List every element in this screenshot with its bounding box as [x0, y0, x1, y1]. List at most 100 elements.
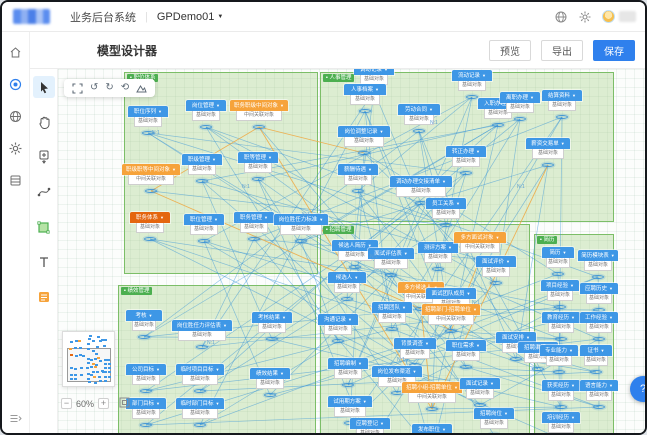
chevron-down-icon[interactable]: ▼ [379, 129, 384, 134]
diagram-node[interactable]: 面试评估表 ▼ 基础对象 [368, 248, 414, 269]
zoom-out-button[interactable]: − [61, 398, 72, 409]
node-body[interactable]: 中间关联对象 [408, 393, 456, 403]
node-body[interactable]: 基础对象 [132, 375, 160, 385]
chevron-down-icon[interactable]: ▼ [156, 367, 160, 372]
chevron-down-icon[interactable]: ▼ [562, 250, 567, 255]
diagram-node[interactable]: 职务体系 ▼ 基础对象 [130, 212, 170, 233]
diagram-node[interactable]: 面试记录 ▼ 基础对象 [460, 378, 500, 399]
diagram-node[interactable]: 结算资料 ▼ 基础对象 [542, 90, 582, 111]
chevron-down-icon[interactable]: ▼ [425, 341, 429, 346]
node-body[interactable]: 基础对象 [182, 409, 218, 419]
reset-zoom-icon[interactable]: ⟲ [120, 82, 130, 93]
node-body[interactable]: 基础对象 [378, 313, 406, 323]
diagram-node[interactable]: 招聘编制 ▼ 基础对象 [328, 358, 368, 379]
node-port[interactable] [556, 115, 568, 119]
user-menu[interactable] [602, 10, 636, 23]
node-body[interactable]: 基础对象 [374, 259, 408, 269]
diagram-node[interactable]: 职位需求 ▼ 基础对象 [446, 340, 486, 361]
node-title[interactable]: 转正办理 ▼ [446, 146, 486, 157]
node-port[interactable] [341, 297, 353, 301]
export-button[interactable]: 导出 [541, 39, 583, 61]
node-title[interactable]: 临时项目目标 ▼ [176, 364, 224, 375]
fit-view-icon[interactable] [119, 397, 130, 410]
chevron-down-icon[interactable]: ▼ [223, 323, 227, 328]
sidebar-item-globe[interactable] [8, 109, 23, 124]
fit-screen-icon[interactable] [72, 82, 83, 94]
diagram-node[interactable]: 获奖经历 ▼ 基础对象 [542, 380, 580, 401]
node-port[interactable] [359, 109, 371, 113]
node-title[interactable]: 岗位胜任力评估表 ▼ [172, 320, 232, 331]
node-body[interactable]: 中间关联对象 [236, 111, 282, 121]
node-port[interactable] [440, 223, 452, 227]
node-title[interactable]: 多方候选人▼ [398, 282, 444, 293]
node-port[interactable] [510, 357, 522, 361]
node-title[interactable]: 应聘历史 ▼ [580, 283, 618, 294]
node-port[interactable] [332, 339, 344, 343]
node-title[interactable]: 试用期方案 ▼ [328, 396, 372, 407]
chevron-down-icon[interactable]: ▼ [212, 157, 216, 162]
diagram-node[interactable]: 员工关系 ▼ 基础对象 [426, 198, 466, 219]
chevron-down-icon[interactable]: ▼ [215, 367, 220, 372]
node-body[interactable]: 基础对象 [400, 349, 430, 359]
node-body[interactable]: 基础对象 [344, 175, 372, 185]
group-label[interactable]: ▪ 招聘管理 [323, 226, 355, 234]
node-body[interactable]: 基础对象 [548, 101, 576, 111]
node-port[interactable] [460, 365, 472, 369]
node-title[interactable]: 招聘部门-招聘单位 ▼ [422, 304, 480, 315]
node-port[interactable] [593, 308, 605, 312]
diagram-node[interactable]: 多方面试对象 ▼ 中间关联对象 [454, 232, 506, 253]
globe-icon[interactable] [554, 10, 567, 23]
chevron-down-icon[interactable]: ▼ [148, 313, 153, 318]
chevron-down-icon[interactable]: ▼ [412, 369, 417, 374]
node-title[interactable]: 职务职级中间对象 ▼ [230, 100, 288, 111]
node-port[interactable] [432, 267, 444, 271]
node-title[interactable]: 职务管理 ▼ [234, 212, 274, 223]
diagram-node[interactable]: 应聘历史 ▼ 基础对象 [580, 283, 618, 304]
chevron-down-icon[interactable]: ▼ [609, 315, 613, 320]
snapshot-icon[interactable] [136, 83, 147, 93]
project-switcher[interactable]: GPDemo01 ▼ [157, 11, 223, 23]
chevron-down-icon[interactable]: ▼ [442, 427, 446, 432]
diagram-node[interactable]: 调动记录 ▼ 基础对象 [354, 69, 394, 85]
diagram-node[interactable]: 流动记录 ▼ 基础对象 [452, 70, 492, 91]
node-body[interactable]: 基础对象 [432, 209, 460, 219]
node-title[interactable]: 专业能力 ▼ [540, 345, 578, 356]
node-body[interactable]: 基础对象 [452, 351, 480, 361]
diagram-node[interactable]: 招聘团队 ▼ 基础对象 [372, 302, 412, 323]
diagram-node[interactable]: 职务职级中间对象 ▼ 中间关联对象 [230, 100, 288, 121]
chevron-down-icon[interactable]: ▼ [610, 253, 615, 258]
chevron-down-icon[interactable]: ▼ [348, 317, 352, 322]
node-body[interactable]: 基础对象 [586, 391, 612, 401]
node-body[interactable]: 基础对象 [484, 109, 512, 119]
node-port[interactable] [266, 337, 278, 341]
node-title[interactable]: 薪资交易单 ▼ [526, 138, 570, 149]
sidebar-item-settings[interactable] [8, 141, 23, 156]
chevron-down-icon[interactable]: ▼ [495, 235, 500, 240]
node-port[interactable] [593, 405, 605, 409]
diagram-node[interactable]: 薪资交易单 ▼ 基础对象 [526, 138, 570, 159]
zoom-in-button[interactable]: + [98, 398, 110, 409]
chevron-down-icon[interactable]: ▼ [560, 141, 565, 146]
node-body[interactable]: 基础对象 [244, 163, 272, 173]
diagram-node[interactable]: 候选人 ▼ 基础对象 [328, 272, 366, 293]
chevron-down-icon[interactable]: ▼ [448, 245, 452, 250]
node-body[interactable]: 基础对象 [458, 81, 486, 91]
node-port[interactable] [253, 125, 265, 129]
node-port[interactable] [342, 383, 354, 387]
chevron-down-icon[interactable]: ▼ [453, 385, 458, 390]
node-body[interactable]: 中间关联对象 [460, 243, 500, 253]
node-title[interactable]: 应聘登记 ▼ [350, 418, 390, 429]
chevron-down-icon[interactable]: ▼ [476, 149, 480, 154]
node-title[interactable]: 公司目标 ▼ [126, 364, 166, 375]
tool-note[interactable] [33, 286, 55, 308]
tool-connector[interactable] [33, 181, 55, 203]
node-title[interactable]: 面试评价 ▼ [476, 256, 516, 267]
diagram-node[interactable]: 职位管理 ▼ 基础对象 [184, 214, 224, 235]
node-title[interactable]: 考核结果 ▼ [252, 312, 292, 323]
node-title[interactable]: 岗位管理 ▼ [186, 100, 226, 111]
node-port[interactable] [140, 389, 152, 393]
chevron-down-icon[interactable]: ▼ [403, 251, 408, 256]
node-title[interactable]: 职位管理 ▼ [184, 214, 224, 225]
node-body[interactable]: 基础对象 [584, 261, 612, 271]
tool-text[interactable] [33, 251, 55, 273]
